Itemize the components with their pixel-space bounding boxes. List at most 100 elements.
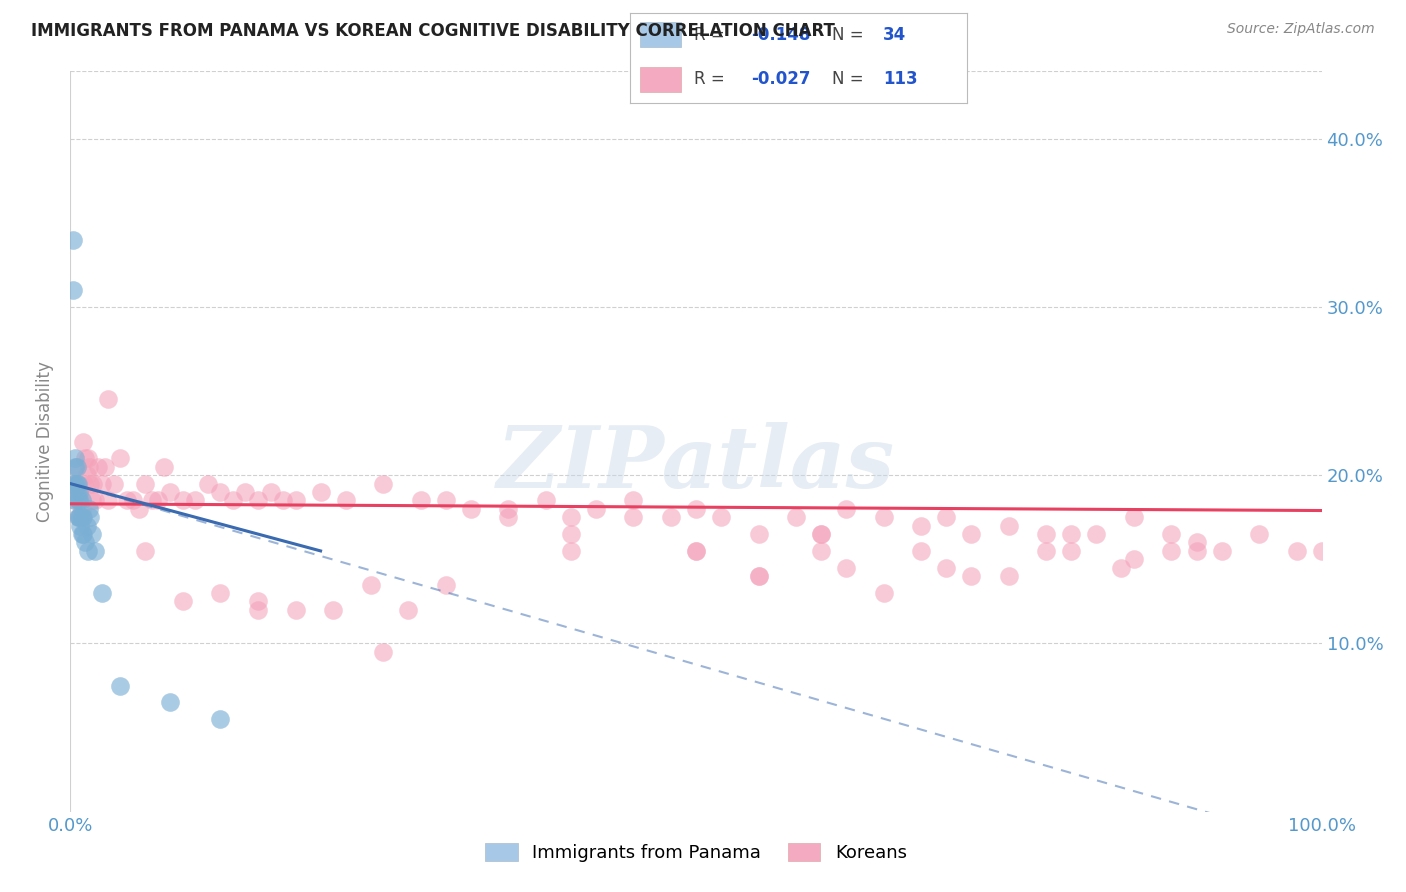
Point: [998, 569, 1021, 583]
Point: [209, 485, 232, 500]
Text: 34: 34: [883, 26, 907, 44]
Point: [110, 679, 132, 693]
Point: [67, 510, 90, 524]
Point: [67, 493, 90, 508]
Point: [810, 544, 832, 558]
Point: [66, 476, 89, 491]
Text: N =: N =: [832, 70, 869, 88]
Point: [159, 485, 181, 500]
Point: [685, 501, 707, 516]
Point: [222, 493, 245, 508]
Point: [998, 518, 1021, 533]
Point: [873, 510, 896, 524]
Point: [247, 594, 270, 608]
FancyBboxPatch shape: [640, 22, 681, 47]
Point: [72, 434, 94, 449]
Point: [65, 476, 87, 491]
Point: [77, 459, 100, 474]
Point: [67, 510, 90, 524]
Text: 113: 113: [883, 70, 918, 88]
Point: [134, 476, 156, 491]
Text: -0.027: -0.027: [751, 70, 811, 88]
Point: [935, 510, 957, 524]
Point: [184, 493, 207, 508]
Point: [76, 518, 98, 533]
Point: [69, 485, 91, 500]
Point: [498, 501, 520, 516]
Point: [935, 560, 957, 574]
Point: [87, 459, 110, 474]
Point: [1160, 527, 1182, 541]
Point: [76, 468, 98, 483]
Point: [360, 577, 382, 591]
Point: [79, 510, 101, 524]
Point: [63, 493, 86, 508]
Point: [1249, 527, 1271, 541]
Point: [685, 544, 707, 558]
Text: N =: N =: [832, 26, 869, 44]
Point: [710, 510, 733, 524]
Point: [65, 485, 87, 500]
Point: [585, 501, 607, 516]
Point: [197, 476, 219, 491]
Point: [247, 493, 270, 508]
Point: [1285, 544, 1308, 558]
Point: [284, 493, 307, 508]
Point: [1185, 535, 1208, 549]
Point: [748, 527, 770, 541]
Point: [72, 510, 94, 524]
Point: [498, 510, 520, 524]
Point: [94, 459, 117, 474]
Point: [73, 476, 96, 491]
Point: [66, 510, 89, 524]
Point: [172, 594, 194, 608]
Legend: Immigrants from Panama, Koreans: Immigrants from Panama, Koreans: [478, 836, 914, 870]
Point: [80, 527, 103, 541]
Point: [70, 527, 93, 541]
Point: [560, 510, 582, 524]
Point: [659, 510, 682, 524]
Point: [322, 603, 344, 617]
Point: [90, 586, 112, 600]
Point: [97, 493, 120, 508]
Point: [115, 493, 138, 508]
Point: [271, 493, 294, 508]
Point: [373, 645, 395, 659]
Point: [66, 476, 89, 491]
Point: [62, 233, 84, 247]
Point: [810, 527, 832, 541]
Point: [623, 510, 645, 524]
Point: [110, 451, 132, 466]
Point: [1035, 544, 1057, 558]
Point: [79, 476, 101, 491]
Point: [103, 476, 125, 491]
Point: [146, 493, 169, 508]
Point: [80, 493, 103, 508]
Point: [259, 485, 281, 500]
Point: [209, 712, 232, 726]
FancyBboxPatch shape: [640, 67, 681, 92]
Point: [65, 459, 87, 474]
Y-axis label: Cognitive Disability: Cognitive Disability: [37, 361, 55, 522]
Point: [70, 501, 93, 516]
Point: [76, 544, 98, 558]
Point: [1060, 527, 1083, 541]
Point: [63, 476, 86, 491]
Point: [134, 544, 156, 558]
Point: [1185, 544, 1208, 558]
Point: [835, 501, 858, 516]
Point: [75, 535, 97, 549]
Point: [247, 603, 270, 617]
Point: [434, 493, 457, 508]
Point: [910, 544, 932, 558]
Text: Source: ZipAtlas.com: Source: ZipAtlas.com: [1227, 22, 1375, 37]
Point: [1085, 527, 1108, 541]
Point: [97, 392, 120, 407]
Point: [82, 476, 104, 491]
Point: [65, 451, 87, 466]
Point: [373, 476, 395, 491]
Point: [141, 493, 163, 508]
Point: [434, 577, 457, 591]
Point: [1111, 560, 1133, 574]
Point: [67, 493, 90, 508]
